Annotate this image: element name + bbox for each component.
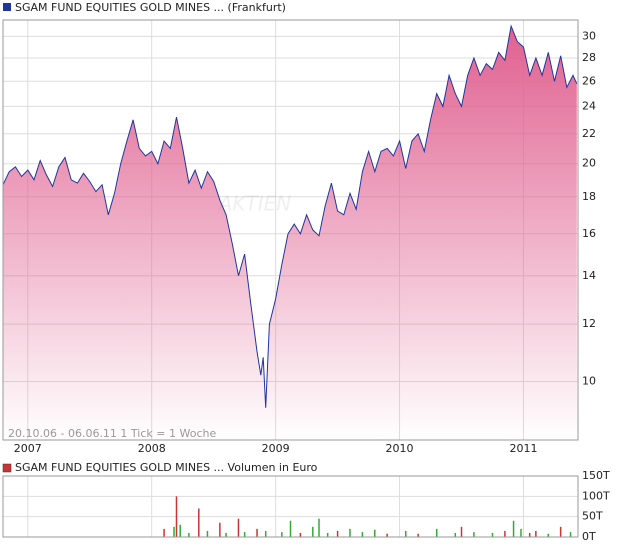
price-area xyxy=(3,26,577,440)
volume-bar xyxy=(179,524,181,537)
y-tick-label: 22 xyxy=(582,127,596,140)
price-line xyxy=(2,24,578,408)
y-tick-label: 12 xyxy=(582,317,596,330)
volume-bar xyxy=(404,530,407,537)
volume-bar xyxy=(336,530,339,537)
y-tick-label: 10 xyxy=(582,374,596,387)
volume-bar xyxy=(473,532,475,537)
x-tick-label: 2011 xyxy=(509,442,537,455)
volume-bar xyxy=(547,533,550,537)
volume-bar xyxy=(491,532,494,537)
volume-bar xyxy=(435,528,438,537)
y-tick-label: 18 xyxy=(582,190,596,203)
y-tick-label: 14 xyxy=(582,269,596,282)
y-tick-label: 26 xyxy=(582,74,596,87)
volume-bar xyxy=(289,520,292,537)
x-tick-label: 2009 xyxy=(262,442,290,455)
y-tick-label: 150T xyxy=(582,469,610,482)
plot-frame xyxy=(2,475,579,538)
watermark: AKTIEN xyxy=(217,192,292,216)
volume-bar xyxy=(188,532,190,537)
y-tick-label: 30 xyxy=(582,29,596,42)
volume-bar xyxy=(237,518,240,537)
volume-bar xyxy=(535,530,537,537)
y-tick-label: 100T xyxy=(582,489,610,502)
volume-bar xyxy=(206,530,209,537)
y-tick-label: 50T xyxy=(582,510,603,523)
volume-bar xyxy=(264,530,267,537)
volume-bar xyxy=(163,528,165,537)
volume-bar xyxy=(386,533,388,537)
volume-bar xyxy=(173,526,175,537)
volume-bar xyxy=(460,526,463,537)
x-tick-label: 2008 xyxy=(138,442,166,455)
volume-bar xyxy=(312,526,314,537)
y-tick-label: 24 xyxy=(582,99,596,112)
volume-bar xyxy=(504,530,506,537)
volume-bar xyxy=(318,518,320,537)
y-tick-label: 16 xyxy=(582,227,596,240)
legend-label: SGAM FUND EQUITIES GOLD MINES ... (Frank… xyxy=(15,1,286,14)
volume-bar xyxy=(454,532,457,537)
volume-bar xyxy=(225,532,227,537)
volume-bar xyxy=(559,526,562,537)
volume-bar xyxy=(512,520,515,537)
volume-bar xyxy=(528,532,531,537)
plot-frame xyxy=(2,19,579,441)
volume-bar xyxy=(198,508,200,537)
x-tick-label: 2010 xyxy=(386,442,414,455)
volume-bar xyxy=(281,532,283,537)
volume-bar xyxy=(417,533,419,537)
volume-bar xyxy=(374,529,376,537)
volume-bar xyxy=(256,528,258,537)
volume-bar xyxy=(299,532,302,537)
volume-bar xyxy=(361,532,364,537)
legend-swatch xyxy=(2,463,12,473)
x-tick-label: 2007 xyxy=(14,442,42,455)
legend-label: SGAM FUND EQUITIES GOLD MINES ... Volume… xyxy=(15,461,318,474)
volume-bar xyxy=(219,522,221,537)
volume-bar xyxy=(349,528,351,537)
volume-bar xyxy=(520,528,522,537)
volume-bar xyxy=(243,532,246,537)
volume-bar xyxy=(569,532,572,537)
y-tick-label: 28 xyxy=(582,51,596,64)
volume-bar xyxy=(175,496,178,537)
volume-bar xyxy=(326,532,329,537)
y-tick-label: 0T xyxy=(582,530,596,543)
legend-swatch xyxy=(3,3,11,11)
y-tick-label: 20 xyxy=(582,157,596,170)
